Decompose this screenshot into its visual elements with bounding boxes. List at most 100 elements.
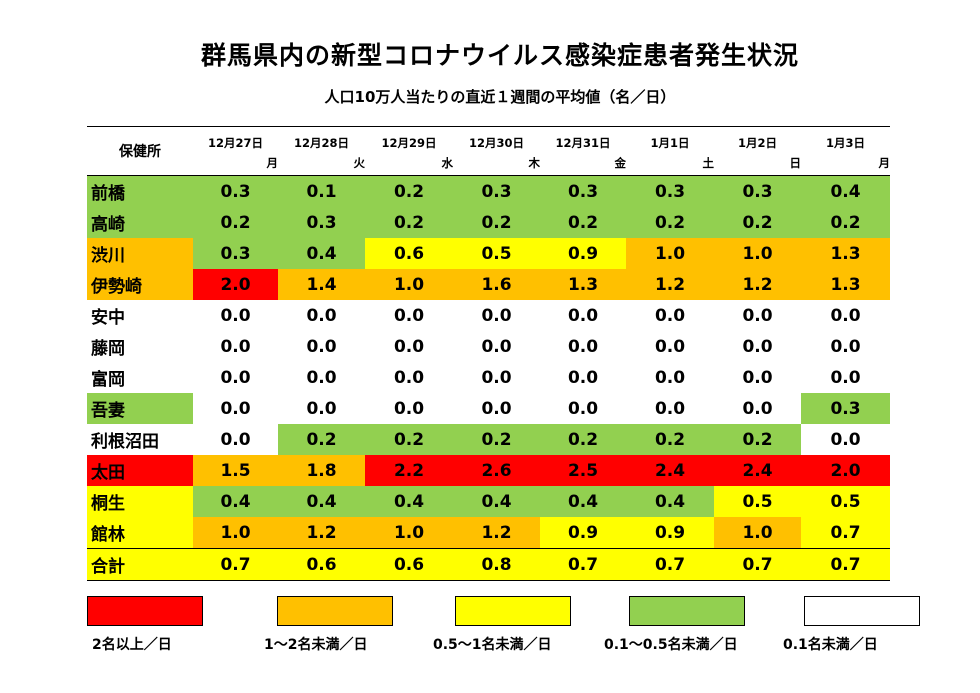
value-cell: 1.0 xyxy=(714,517,801,549)
table-row: 藤岡 0.0 0.0 0.0 0.0 0.0 0.0 0.0 0.0 xyxy=(87,331,890,362)
legend-swatch-red xyxy=(87,596,203,626)
value-cell: 1.3 xyxy=(801,269,890,300)
value-cell: 0.3 xyxy=(193,175,278,207)
column-header-weekday: 金 xyxy=(614,156,627,170)
table-row: 吾妻 0.0 0.0 0.0 0.0 0.0 0.0 0.0 0.3 xyxy=(87,393,890,424)
value-cell: 0.2 xyxy=(540,424,626,455)
table-row: 桐生 0.4 0.4 0.4 0.4 0.4 0.4 0.5 0.5 xyxy=(87,486,890,517)
table-row: 伊勢崎 2.0 1.4 1.0 1.6 1.3 1.2 1.2 1.3 xyxy=(87,269,890,300)
value-cell: 0.9 xyxy=(540,238,626,269)
column-header-date: 12月30日 xyxy=(453,126,540,151)
column-header-weekday: 木 xyxy=(528,156,541,170)
legend-swatch-orange xyxy=(277,596,393,626)
value-cell: 1.0 xyxy=(193,517,278,549)
value-cell: 0.0 xyxy=(453,300,540,331)
row-label-office: 富岡 xyxy=(87,362,193,393)
value-cell: 0.4 xyxy=(278,238,365,269)
value-cell: 0.0 xyxy=(193,393,278,424)
row-label-office: 安中 xyxy=(87,300,193,331)
table-row: 前橋 0.3 0.1 0.2 0.3 0.3 0.3 0.3 0.4 xyxy=(87,175,890,207)
value-cell: 1.2 xyxy=(453,517,540,549)
column-header-weekday: 水 xyxy=(441,156,454,170)
row-label-office: 桐生 xyxy=(87,486,193,517)
column-header-weekday: 月 xyxy=(878,156,891,170)
value-cell: 0.4 xyxy=(626,486,714,517)
total-value-cell: 0.8 xyxy=(453,548,540,581)
value-cell: 1.6 xyxy=(453,269,540,300)
row-label-office: 館林 xyxy=(87,517,193,549)
value-cell: 0.0 xyxy=(278,393,365,424)
value-cell: 0.0 xyxy=(540,393,626,424)
value-cell: 0.2 xyxy=(365,424,453,455)
total-row: 合計 0.7 0.6 0.6 0.8 0.7 0.7 0.7 0.7 xyxy=(87,548,890,581)
column-header-weekday: 火 xyxy=(353,156,366,170)
total-value-cell: 0.7 xyxy=(540,548,626,581)
column-header-date: 12月29日 xyxy=(365,126,453,151)
value-cell: 0.2 xyxy=(626,424,714,455)
column-header-date: 12月31日 xyxy=(540,126,626,151)
column-header-date: 12月28日 xyxy=(278,126,365,151)
legend-swatch-green xyxy=(629,596,745,626)
column-header-date: 1月1日 xyxy=(626,126,714,151)
value-cell: 0.0 xyxy=(801,424,890,455)
table-row: 高崎 0.2 0.3 0.2 0.2 0.2 0.2 0.2 0.2 xyxy=(87,207,890,238)
table-row: 利根沼田 0.0 0.2 0.2 0.2 0.2 0.2 0.2 0.0 xyxy=(87,424,890,455)
table-row: 渋川 0.3 0.4 0.6 0.5 0.9 1.0 1.0 1.3 xyxy=(87,238,890,269)
value-cell: 1.0 xyxy=(626,238,714,269)
row-label-office: 藤岡 xyxy=(87,331,193,362)
legend-label: 0.1～0.5名未満／日 xyxy=(604,637,738,653)
value-cell: 2.0 xyxy=(801,455,890,486)
value-cell: 0.7 xyxy=(801,517,890,549)
table-row: 富岡 0.0 0.0 0.0 0.0 0.0 0.0 0.0 0.0 xyxy=(87,362,890,393)
value-cell: 0.2 xyxy=(453,207,540,238)
legend-swatch-yellow xyxy=(455,596,571,626)
value-cell: 0.4 xyxy=(453,486,540,517)
table-row: 安中 0.0 0.0 0.0 0.0 0.0 0.0 0.0 0.0 xyxy=(87,300,890,331)
value-cell: 2.2 xyxy=(365,455,453,486)
column-header-date: 1月2日 xyxy=(714,126,801,151)
value-cell: 1.2 xyxy=(278,517,365,549)
value-cell: 0.0 xyxy=(365,331,453,362)
value-cell: 0.3 xyxy=(193,238,278,269)
value-cell: 0.0 xyxy=(193,362,278,393)
value-cell: 0.0 xyxy=(714,393,801,424)
row-label-office: 渋川 xyxy=(87,238,193,269)
total-value-cell: 0.6 xyxy=(278,548,365,581)
value-cell: 0.0 xyxy=(365,393,453,424)
value-cell: 0.0 xyxy=(626,393,714,424)
value-cell: 0.4 xyxy=(365,486,453,517)
value-cell: 0.2 xyxy=(365,207,453,238)
value-cell: 0.6 xyxy=(365,238,453,269)
value-cell: 0.0 xyxy=(278,362,365,393)
value-cell: 0.1 xyxy=(278,175,365,207)
value-cell: 2.0 xyxy=(193,269,278,300)
value-cell: 0.9 xyxy=(626,517,714,549)
value-cell: 0.2 xyxy=(801,207,890,238)
legend-swatch-white xyxy=(804,596,920,626)
row-label-office: 太田 xyxy=(87,455,193,486)
value-cell: 0.0 xyxy=(365,300,453,331)
total-value-cell: 0.7 xyxy=(714,548,801,581)
value-cell: 0.3 xyxy=(626,175,714,207)
value-cell: 0.4 xyxy=(278,486,365,517)
value-cell: 0.3 xyxy=(278,207,365,238)
value-cell: 0.2 xyxy=(278,424,365,455)
value-cell: 0.4 xyxy=(801,175,890,207)
value-cell: 1.0 xyxy=(365,517,453,549)
value-cell: 0.5 xyxy=(714,486,801,517)
value-cell: 1.4 xyxy=(278,269,365,300)
value-cell: 0.9 xyxy=(540,517,626,549)
value-cell: 0.5 xyxy=(801,486,890,517)
value-cell: 0.3 xyxy=(714,175,801,207)
value-cell: 0.0 xyxy=(626,331,714,362)
value-cell: 1.5 xyxy=(193,455,278,486)
value-cell: 0.2 xyxy=(453,424,540,455)
value-cell: 0.3 xyxy=(540,175,626,207)
page-subtitle: 人口10万人当たりの直近１週間の平均値（名／日） xyxy=(324,88,676,106)
page-title: 群馬県内の新型コロナウイルス感染症患者発生状況 xyxy=(200,41,799,70)
header-row-dates: 保健所 12月27日 12月28日 12月29日 12月30日 12月31日 1月1日 1月2… xyxy=(87,126,890,176)
value-cell: 0.3 xyxy=(453,175,540,207)
value-cell: 0.0 xyxy=(365,362,453,393)
value-cell: 2.4 xyxy=(714,455,801,486)
value-cell: 1.3 xyxy=(540,269,626,300)
